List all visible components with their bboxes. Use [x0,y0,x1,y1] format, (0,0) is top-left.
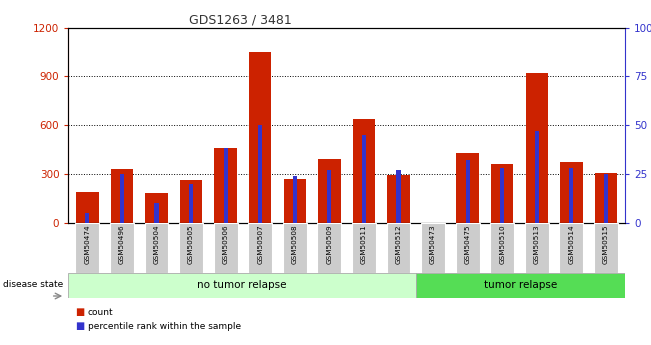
Bar [525,223,549,273]
Bar [560,162,583,223]
Bar [456,153,479,223]
Text: GDS1263 / 3481: GDS1263 / 3481 [189,14,292,27]
Bar [490,223,514,273]
Text: GSM50474: GSM50474 [85,224,90,264]
Bar [318,223,341,273]
Text: GSM50515: GSM50515 [603,224,609,264]
Bar [570,168,574,223]
Bar [396,170,400,223]
Bar [387,223,410,273]
Bar [214,148,237,223]
Bar [525,73,548,223]
Text: GSM50475: GSM50475 [465,224,471,264]
Bar [249,52,271,223]
Text: GSM50513: GSM50513 [534,224,540,264]
Bar [352,223,376,273]
Bar [318,159,340,223]
Bar [85,213,89,223]
Text: GSM50505: GSM50505 [188,224,194,264]
Text: tumor relapse: tumor relapse [484,280,557,290]
Bar [595,173,617,223]
Bar [283,223,307,273]
Bar [353,119,375,223]
Text: GSM50510: GSM50510 [499,224,505,264]
Bar [604,174,608,223]
Bar [421,223,445,273]
Bar [179,223,203,273]
Bar [111,169,133,223]
Bar [248,223,272,273]
Text: percentile rank within the sample: percentile rank within the sample [88,322,241,331]
Text: GSM50514: GSM50514 [568,224,574,264]
Text: disease state: disease state [3,280,64,289]
Bar [534,131,539,223]
Bar [284,179,306,223]
Text: count: count [88,308,113,317]
Bar [110,223,134,273]
Text: GSM50509: GSM50509 [326,224,333,264]
Bar [214,223,238,273]
Bar [594,223,618,273]
Text: GSM50506: GSM50506 [223,224,229,264]
Bar [465,160,469,223]
Bar [362,135,366,223]
Bar [387,175,409,223]
Bar [456,223,480,273]
Text: ■: ■ [75,321,84,331]
Text: GSM50508: GSM50508 [292,224,298,264]
Bar [416,273,625,298]
Bar [491,164,514,223]
Bar [120,174,124,223]
Text: GSM50473: GSM50473 [430,224,436,264]
Bar [189,184,193,223]
Bar [293,176,297,223]
Text: GSM50504: GSM50504 [154,224,159,264]
Text: no tumor relapse: no tumor relapse [197,280,287,290]
Bar [145,193,168,223]
Bar [180,180,202,223]
Text: GSM50496: GSM50496 [119,224,125,264]
Bar [76,192,98,223]
Bar [76,223,100,273]
Bar [559,223,583,273]
Text: GSM50512: GSM50512 [396,224,402,264]
Text: GSM50507: GSM50507 [257,224,263,264]
Bar [258,125,262,223]
Text: ■: ■ [75,307,84,317]
Bar [68,273,416,298]
Bar [327,170,331,223]
Bar [500,168,505,223]
Text: GSM50511: GSM50511 [361,224,367,264]
Bar [224,148,228,223]
Bar [145,223,169,273]
Bar [154,203,159,223]
